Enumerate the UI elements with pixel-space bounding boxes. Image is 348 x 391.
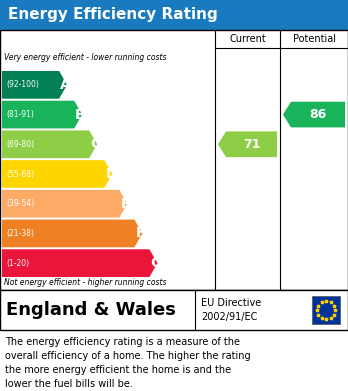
Text: Current: Current: [229, 34, 266, 44]
Text: B: B: [75, 108, 86, 122]
Text: 71: 71: [243, 138, 260, 151]
Polygon shape: [218, 131, 277, 157]
Polygon shape: [2, 101, 82, 128]
Text: (92-100): (92-100): [6, 81, 39, 90]
Polygon shape: [2, 71, 67, 99]
Text: Potential: Potential: [293, 34, 335, 44]
Text: E: E: [120, 197, 130, 211]
Polygon shape: [2, 249, 157, 277]
Text: Energy Efficiency Rating: Energy Efficiency Rating: [8, 7, 218, 23]
Text: England & Wales: England & Wales: [6, 301, 176, 319]
Text: Very energy efficient - lower running costs: Very energy efficient - lower running co…: [4, 53, 166, 62]
Text: F: F: [135, 226, 145, 240]
Text: 86: 86: [309, 108, 327, 121]
Text: (1-20): (1-20): [6, 258, 29, 268]
Polygon shape: [2, 190, 127, 217]
Bar: [312, 296, 340, 324]
Bar: [0, 30, 348, 290]
Text: (21-38): (21-38): [6, 229, 34, 238]
Polygon shape: [283, 102, 345, 127]
Text: D: D: [105, 167, 117, 181]
Text: (39-54): (39-54): [6, 199, 34, 208]
Text: EU Directive
2002/91/EC: EU Directive 2002/91/EC: [201, 298, 261, 322]
Polygon shape: [2, 220, 142, 247]
Text: G: G: [150, 256, 162, 270]
Text: The energy efficiency rating is a measure of the
overall efficiency of a home. T: The energy efficiency rating is a measur…: [5, 337, 251, 389]
Text: A: A: [60, 78, 71, 92]
Bar: [0, 0, 348, 30]
Text: (55-68): (55-68): [6, 170, 34, 179]
Text: (81-91): (81-91): [6, 110, 34, 119]
Bar: [0, 290, 348, 330]
Polygon shape: [2, 131, 97, 158]
Polygon shape: [2, 160, 112, 188]
Text: C: C: [90, 137, 101, 151]
Text: Not energy efficient - higher running costs: Not energy efficient - higher running co…: [4, 278, 166, 287]
Text: (69-80): (69-80): [6, 140, 34, 149]
